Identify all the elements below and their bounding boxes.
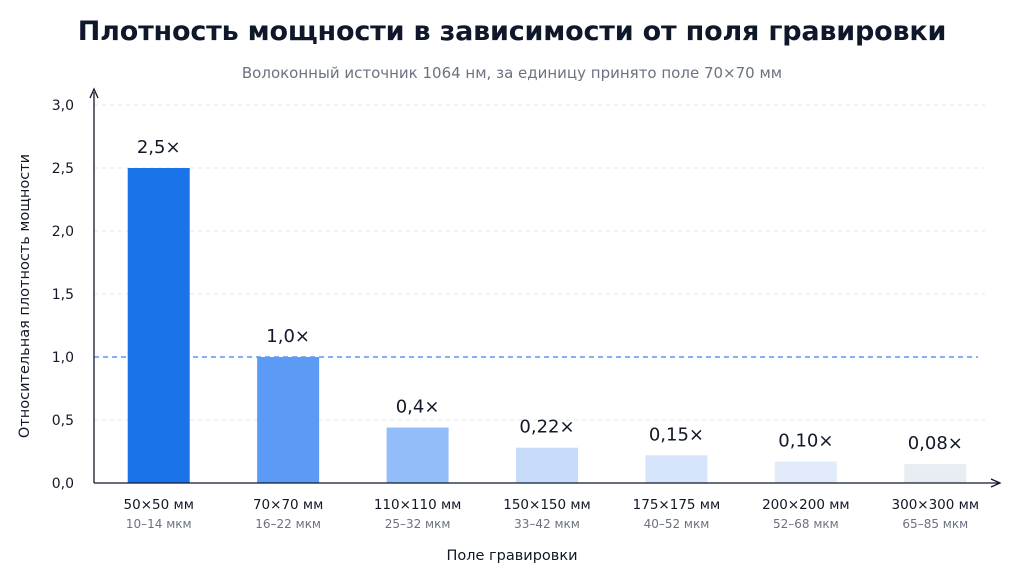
x-tick-label: 150×150 мм xyxy=(503,497,591,513)
y-tick-label: 3,0 xyxy=(52,98,74,114)
x-tick-sublabel: 10–14 мкм xyxy=(126,517,192,531)
data-label: 0,4× xyxy=(396,397,440,418)
x-tick-sublabel: 65–85 мкм xyxy=(902,517,968,531)
y-tick-label: 0,5 xyxy=(52,413,74,429)
x-tick-label: 50×50 мм xyxy=(124,497,194,513)
x-tick-sublabel: 33–42 мкм xyxy=(514,517,580,531)
y-tick-label: 1,0 xyxy=(52,350,74,366)
y-tick-label: 0,0 xyxy=(52,476,74,492)
data-label: 0,22× xyxy=(519,417,574,438)
bar xyxy=(774,461,837,483)
data-label: 1,0× xyxy=(266,326,310,347)
bar xyxy=(386,427,449,483)
bar xyxy=(127,168,190,483)
data-label: 0,10× xyxy=(778,431,833,452)
x-axis-arrow xyxy=(990,478,1002,488)
x-tick-sublabel: 16–22 мкм xyxy=(255,517,321,531)
bar xyxy=(904,464,967,483)
chart-title: Плотность мощности в зависимости от поля… xyxy=(77,16,947,47)
y-tick-label: 1,5 xyxy=(52,287,74,303)
x-axis-label: Поле гравировки xyxy=(446,548,577,564)
x-tick-sublabel: 25–32 мкм xyxy=(385,517,451,531)
x-tick-label: 175×175 мм xyxy=(633,497,721,513)
bar xyxy=(257,357,320,483)
y-tick-label: 2,5 xyxy=(52,161,74,177)
x-tick-label: 110×110 мм xyxy=(374,497,462,513)
y-tick-label: 2,0 xyxy=(52,224,74,240)
x-tick-sublabel: 40–52 мкм xyxy=(644,517,710,531)
data-label: 0,08× xyxy=(908,433,963,454)
chart-subtitle: Волоконный источник 1064 нм, за единицу … xyxy=(241,64,783,82)
y-axis-label: Относительная плотность мощности xyxy=(17,154,33,438)
data-label: 2,5× xyxy=(137,137,181,158)
bar xyxy=(516,447,578,483)
bar xyxy=(645,455,708,483)
data-label: 0,15× xyxy=(649,424,704,445)
x-tick-label: 300×300 мм xyxy=(892,497,980,513)
x-tick-label: 200×200 мм xyxy=(762,497,850,513)
y-axis-arrow xyxy=(89,87,99,99)
x-tick-sublabel: 52–68 мкм xyxy=(773,517,839,531)
x-tick-label: 70×70 мм xyxy=(253,497,323,513)
